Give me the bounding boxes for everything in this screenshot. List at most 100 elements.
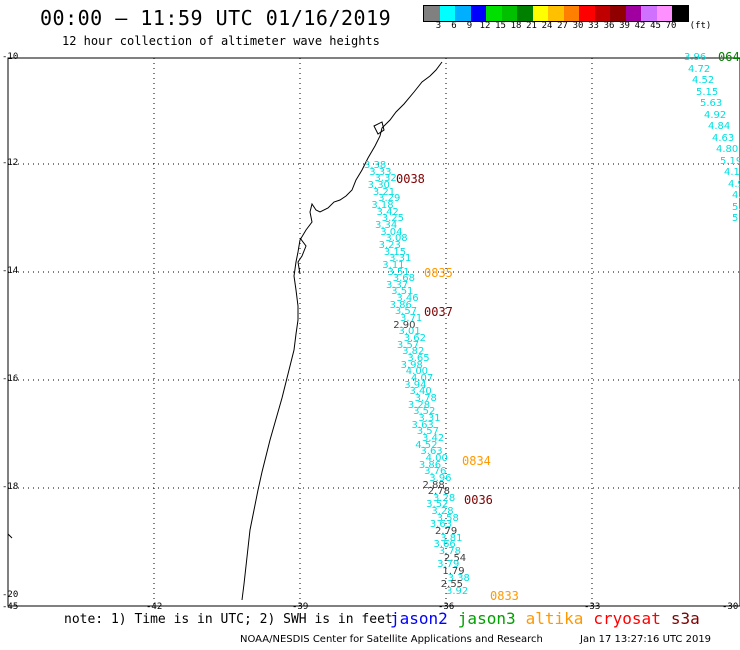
wave-height-value: 2.78 [427,486,450,498]
wave-height-value: 2.54 [443,552,467,564]
color-swatch-13 [625,6,641,21]
wave-height-value: 3.52 [413,406,436,418]
wave-height-value: 3.65 [407,353,430,365]
wave-height-value: 5. [732,201,740,213]
coastline [241,61,443,601]
satellite-legend-item: altika [525,609,584,628]
color-swatch-6 [517,6,533,21]
color-scale-label: 36 [603,21,615,31]
wave-height-value: 3.78 [438,546,461,558]
wave-height-value: 3.86 [389,299,412,311]
color-swatch-9 [563,6,579,21]
satellite-legend-item: jason2 [390,609,448,628]
wave-height-value: 3.29 [378,193,401,205]
wave-height-value: 4. [732,190,740,201]
color-swatch-2 [455,6,471,21]
color-scale-label: 3 [435,21,442,31]
color-scale-label: 6 [451,21,457,31]
wave-height-value: 3.46 [396,293,419,305]
wave-height-value: 2.88 [422,479,445,491]
wave-height-value: 3.40 [409,386,432,398]
wave-height-value: 3.52 [426,499,449,511]
credit-line: NOAA/NESDIS Center for Satellite Applica… [240,634,543,645]
wave-height-value: 3.38 [364,160,387,171]
wave-height-value: 3.86 [418,459,442,471]
wave-height-value: 3.96 [684,52,707,63]
wave-height-value: 3.57 [396,339,420,351]
longitude-label: -33 [584,602,601,612]
wave-height-value: 4.92 [704,109,727,121]
wave-height-value: 3.51 [391,286,414,298]
wave-height-value: 4.1 [724,167,740,178]
wave-height-value: 3.04 [380,226,403,238]
wave-height-value: 3.11 [382,259,405,271]
wave-height-value: 3.21 [372,186,396,198]
color-swatch-0 [424,6,440,21]
map-frame [7,57,740,607]
wave-height-value: 3.08 [385,233,408,245]
color-scale-label: 12 [479,21,491,31]
color-scale-bar [423,5,689,22]
wave-height-value: 3.92 [446,586,469,597]
satellite-legend-item: s3a [670,609,700,628]
wave-height-value: 3.32 [374,173,397,185]
color-scale-labels: 3 6 9 12 15 18 21 24 27 30 33 36 39 42 45 70 (ft) [423,21,740,35]
color-swatch-14 [641,6,657,21]
wave-height-value: 4.72 [688,63,711,75]
pass-time-label: 0036 [464,493,493,507]
latitude-label: -12 [2,158,19,168]
color-scale-label: 30 [572,21,584,31]
wave-height-value: 3.63 [429,519,453,531]
wave-height-value: 3.28 [407,399,431,411]
satellite-legend: jason2 jason3 altika cryosat s3a [390,609,700,628]
wave-height-value: 3.25 [381,213,405,225]
color-scale-label: 21 [526,21,537,31]
pass-time-label: 0835 [424,266,453,280]
longitude-label: -45 [2,602,19,612]
color-scale-label: 24 [541,21,553,31]
wave-height-value: 3.33 [369,166,392,178]
latitude-label: -16 [2,374,19,384]
color-swatch-15 [656,6,672,21]
wave-height-value: 3.31 [418,412,441,424]
wave-height-value: 3.81 [440,532,463,544]
wave-height-value: 3.62 [403,333,426,345]
color-swatch-3 [470,6,486,21]
wave-height-value: 3.94 [404,379,427,391]
altimeter-map [7,57,740,607]
graticule [8,58,740,606]
wave-height-value: 3.37 [385,279,409,291]
latitude-label: -14 [2,266,19,276]
wave-height-value: 3.58 [436,512,459,524]
wave-height-value: 3.31 [389,253,412,265]
wave-height-value: 4.52 [692,75,715,86]
wave-height-value: 5.15 [696,86,719,98]
wave-height-value: 3.96 [429,472,452,484]
wave-height-value: 3.57 [394,306,418,318]
wave-height-value: 3.76 [424,466,447,478]
wave-height-value: 3.79 [437,559,460,571]
map-subtitle: 12 hour collection of altimeter wave hei… [62,34,380,48]
wave-height-value: 4.84 [708,121,731,132]
wave-height-value: 3.82 [402,346,425,358]
color-swatch-12 [610,6,626,21]
wave-height-value: 3.42 [421,432,445,444]
wave-height-value: 5 [732,213,739,224]
wave-height-value: 4.52 [415,439,438,451]
color-swatch-16 [672,6,688,21]
latitude-label: -20 [2,590,19,600]
latitude-label: -18 [2,482,19,492]
wave-height-value: 3.34 [374,219,398,231]
color-scale-label: 18 [510,21,522,31]
color-swatch-5 [501,6,517,21]
wave-height-value: 3.23 [378,239,401,251]
wave-height-value: 1.79 [442,566,465,578]
color-scale-label: 9 [466,21,473,31]
color-scale-label: 70 [665,21,677,31]
color-swatch-8 [548,6,564,21]
longitude-label: -42 [146,602,163,612]
wave-height-value: 2.90 [393,319,416,331]
pass-time-label: 0834 [462,454,491,468]
wave-height-value: 4.00 [425,452,448,464]
pass-time-label: 0038 [396,172,425,186]
